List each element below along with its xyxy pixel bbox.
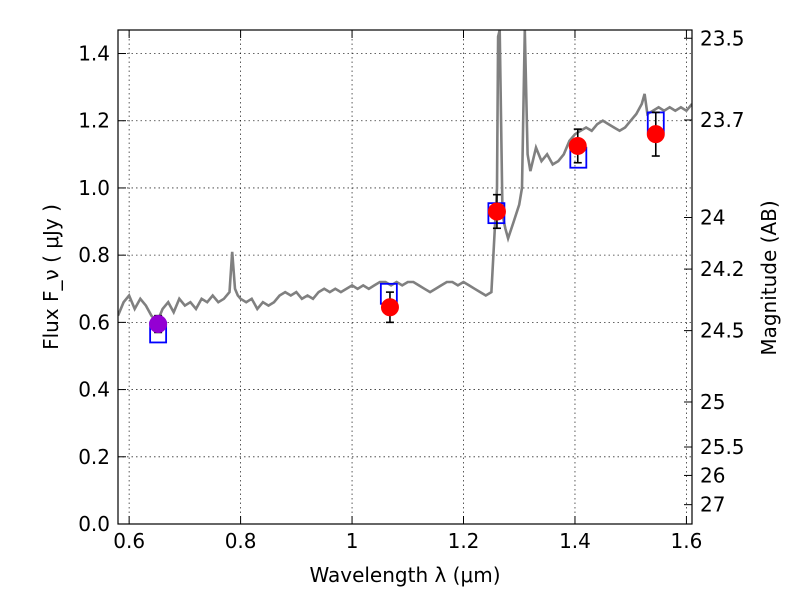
- y-tick-label: 0.0: [78, 512, 110, 536]
- x-tick-label: 0.6: [113, 529, 145, 553]
- right-tick-label: 26: [700, 463, 725, 487]
- x-tick-label: 1.6: [671, 529, 703, 553]
- x-tick-label: 1: [346, 529, 359, 553]
- grid-layer: [118, 30, 692, 525]
- tick-layer: 0.6 0.8 1 1.2 1.4 1.6 0.0 0.2 0.4 0.6 0.8 1.0 1.2 1.4…: [78, 26, 744, 553]
- y-tick-label: 0.8: [78, 243, 110, 267]
- observed-point: [646, 125, 665, 144]
- x-tick-label: 1.4: [559, 529, 591, 553]
- observed-point: [380, 298, 399, 317]
- y-tick-label: 1.2: [78, 109, 110, 133]
- observed-point: [568, 136, 587, 155]
- x-tick-label: 1.2: [448, 529, 480, 553]
- right-axis-label: Magnitude (AB): [757, 200, 781, 355]
- x-axis-label: Wavelength λ (μm): [309, 563, 500, 587]
- y-tick-label: 1.0: [78, 176, 110, 200]
- right-tick-label: 27: [700, 493, 725, 517]
- observed-point: [149, 315, 168, 334]
- right-tick-label: 23.5: [700, 26, 745, 50]
- right-tick-label: 24.5: [700, 319, 745, 343]
- right-tick-label: 23.7: [700, 108, 745, 132]
- y-tick-label: 0.2: [78, 445, 110, 469]
- right-tick-label: 24: [700, 206, 725, 230]
- observed-point: [487, 202, 506, 221]
- spectrum-line: [118, 30, 692, 325]
- right-tick-label: 24.2: [700, 257, 745, 281]
- spectrum-layer: [118, 30, 692, 325]
- y-tick-label: 0.4: [78, 378, 110, 402]
- right-tick-label: 25: [700, 390, 725, 414]
- points-layer: [149, 111, 665, 344]
- y-axis-label: Flux F_ν ( μJy ): [39, 204, 63, 350]
- x-tick-label: 0.8: [225, 529, 257, 553]
- y-tick-label: 1.4: [78, 42, 110, 66]
- plot-frame: [117, 29, 693, 525]
- y-tick-label: 0.6: [78, 310, 110, 334]
- right-tick-label: 25.5: [700, 435, 745, 459]
